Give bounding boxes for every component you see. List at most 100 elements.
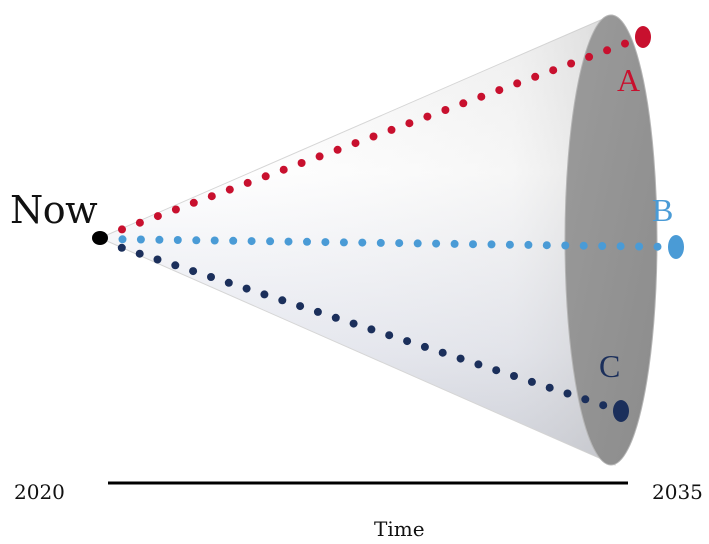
trajectory-a-dot xyxy=(513,79,522,88)
trajectory-b-dot xyxy=(653,242,662,251)
now-label: Now xyxy=(10,188,98,232)
trajectory-b-dot xyxy=(229,236,238,245)
trajectory-b-dot xyxy=(155,235,164,244)
trajectory-b-dot xyxy=(469,240,477,249)
trajectory-a-dot xyxy=(387,125,396,134)
trajectory-c-dot xyxy=(349,319,358,328)
trajectory-b-dot xyxy=(321,238,330,247)
trajectory-c-dot xyxy=(563,389,572,398)
trajectory-c-dot xyxy=(420,342,429,351)
trajectory-c-dot xyxy=(367,325,376,334)
trajectory-a-dot xyxy=(369,132,378,141)
trajectory-c-dot xyxy=(438,348,447,357)
trajectory-c-dot xyxy=(296,302,305,311)
trajectory-b-dot xyxy=(358,238,367,247)
trajectory-c xyxy=(117,243,608,410)
trajectory-a-dot xyxy=(315,152,324,161)
trajectory-a-dot xyxy=(118,225,126,234)
trajectory-a-dot xyxy=(477,92,486,101)
trajectory-c-dot xyxy=(117,243,126,252)
trajectory-c-dot xyxy=(153,255,162,264)
trajectory-c-dot xyxy=(581,395,590,404)
axis-title: Time xyxy=(374,517,425,541)
endpoint-c xyxy=(613,400,629,422)
trajectory-a-dot xyxy=(243,178,252,187)
trajectory-c-dot xyxy=(510,372,518,380)
trajectory-a-dot xyxy=(621,39,629,48)
trajectory-c-dot xyxy=(135,249,144,258)
trajectory-a-dot xyxy=(585,52,594,61)
trajectory-c-dot xyxy=(456,354,465,363)
trajectory-c-dot xyxy=(331,313,340,322)
trajectory-a-dot xyxy=(495,86,504,95)
trajectory-c-dot xyxy=(385,331,394,340)
trajectory-a-dot xyxy=(549,66,558,75)
trajectory-b-dot xyxy=(118,235,127,244)
trajectory-b-dot xyxy=(303,237,311,246)
trajectory-a-dot xyxy=(279,165,288,174)
trajectory-c-dot xyxy=(278,296,287,305)
trajectory-a-dot xyxy=(459,99,468,108)
trajectory-b-dot xyxy=(247,237,256,246)
origin-dot xyxy=(92,231,108,245)
trajectory-b-dot xyxy=(284,237,293,246)
trajectory-a-dot xyxy=(351,139,360,148)
trajectory-a-dot xyxy=(603,46,612,55)
trajectory-c-dot xyxy=(403,337,412,346)
trajectory-b-dot xyxy=(192,236,201,245)
trajectory-b-dot xyxy=(561,241,570,250)
trajectory-b-dot xyxy=(376,238,385,247)
trajectory-b-dot xyxy=(339,238,348,247)
trajectory-a-dot xyxy=(405,119,414,128)
trajectory-b-dot xyxy=(524,240,533,249)
trajectory-a-dot xyxy=(423,112,432,121)
trajectory-b-dot xyxy=(542,241,551,250)
trajectory-b-dot xyxy=(579,241,588,250)
trajectory-b-dot xyxy=(395,239,404,248)
trajectory-a-dot xyxy=(567,59,576,68)
trajectory-c-dot xyxy=(207,273,215,281)
trajectory-b-dot xyxy=(266,237,275,246)
trajectory-b-dot xyxy=(505,240,514,249)
trajectory-a-dot xyxy=(225,185,234,194)
end-year-label: 2035 xyxy=(652,480,703,504)
trajectory-a xyxy=(118,39,629,234)
cone-body-shading xyxy=(100,15,615,465)
endpoint-a xyxy=(635,26,651,48)
trajectory-c-dot xyxy=(260,290,269,299)
trajectory-a-dot xyxy=(297,159,306,167)
trajectory-a-dot xyxy=(189,198,198,207)
trajectory-a-dot xyxy=(441,106,450,114)
trajectory-c-dot xyxy=(189,267,198,276)
trajectory-c-dot xyxy=(599,401,608,410)
trajectory-c-dot xyxy=(492,366,501,375)
trajectory-b-dot xyxy=(432,239,441,248)
trajectory-a-dot xyxy=(333,145,342,154)
trajectory-c-dot xyxy=(242,284,251,293)
trajectory-c-dot xyxy=(224,278,233,287)
scenario-c-label: C xyxy=(599,348,621,384)
trajectory-a-dot xyxy=(207,192,216,201)
trajectory-a-dot xyxy=(135,218,144,227)
trajectory-c-dot xyxy=(313,307,322,316)
trajectory-b-dot xyxy=(487,240,496,249)
trajectory-b-dot xyxy=(173,236,182,244)
trajectory-b-dot xyxy=(136,235,145,244)
trajectory-b-dot xyxy=(450,239,459,248)
endpoint-b xyxy=(668,235,684,259)
trajectory-b-dot xyxy=(210,236,219,245)
trajectory-b-dot xyxy=(616,242,625,251)
trajectory-c-dot xyxy=(474,360,483,369)
scenario-a-label: A xyxy=(617,62,641,98)
trajectory-a-dot xyxy=(153,212,162,221)
trajectory-c-dot xyxy=(545,383,554,392)
cone-end-face xyxy=(564,14,658,466)
trajectory-b-dot xyxy=(598,242,607,250)
trajectory-b-dot xyxy=(413,239,422,248)
trajectory-b-dot xyxy=(635,242,644,251)
trajectory-c-dot xyxy=(527,377,536,386)
trajectory-a-dot xyxy=(531,72,540,81)
trajectory-b xyxy=(118,235,662,251)
start-year-label: 2020 xyxy=(14,480,65,504)
